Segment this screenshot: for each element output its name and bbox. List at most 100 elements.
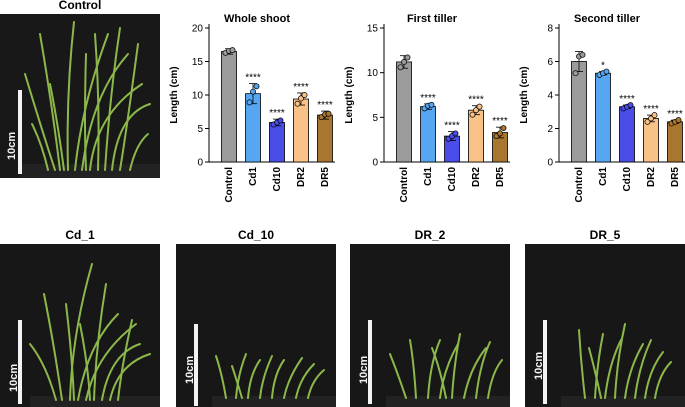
chart0-bar-DR5: [317, 114, 333, 163]
chart2-xtick-label-1: Cd1: [598, 167, 609, 186]
chart0-ytick-label-3: 15: [192, 57, 204, 68]
dr5-plant-photo: 10cm: [525, 244, 685, 407]
chart2-xtick-label-2: Cd10: [622, 167, 633, 192]
chart2-xtick-label-0: Control: [574, 167, 585, 203]
chart2-bar-DR5: [667, 121, 683, 163]
chart1-bar-Control: [396, 61, 412, 163]
chart2-xtick-label-4: DR5: [670, 167, 681, 187]
dr2-photo-title: DR_2: [414, 228, 446, 242]
chart1-ylabel: Length (cm): [344, 66, 355, 123]
chart0-ytick-label-0: 0: [197, 158, 203, 169]
second-tiller-chart: Second tiller Length (cm) 0 2 4 6 8 Control * Cd1…: [519, 13, 685, 203]
chart0-point-0-2: [229, 47, 236, 54]
chart1-point-0-2: [404, 54, 411, 61]
chart1-point-3-1: [473, 107, 479, 114]
dr2-scale-label: 10cm: [358, 355, 370, 384]
first-tiller-chart: First tiller Length (cm) 0 5 10 15 Control ****…: [344, 13, 510, 203]
chart0-point-3-1: [298, 95, 304, 102]
chart2-point-4-2: [675, 117, 682, 124]
chart0-signif-1: ****: [245, 73, 261, 84]
chart2-point-3-2: [651, 112, 658, 119]
chart2-ytick-label-3: 6: [547, 57, 553, 68]
chart1-ytick-label-1: 5: [372, 113, 378, 124]
chart2-ytick-label-1: 2: [547, 124, 553, 135]
chart0-point-3-0: [294, 100, 301, 107]
cd1-scale-bar: [18, 320, 22, 404]
chart0-ytick-label-2: 10: [192, 91, 204, 102]
chart1-signif-4: ****: [492, 116, 508, 127]
chart0-point-1-2: [253, 83, 260, 90]
chart1-point-1-2: [428, 101, 435, 108]
chart2-point-1-2: [603, 68, 610, 75]
chart0-signif-2: ****: [269, 108, 285, 119]
chart0-point-1-0: [246, 99, 253, 106]
chart2-point-0-0: [572, 70, 579, 77]
chart2-signif-4: ****: [667, 109, 683, 120]
chart2-ytick-label-2: 4: [547, 91, 553, 102]
chart1-xtick-label-0: Control: [399, 167, 410, 203]
chart2-xtick-label-3: DR2: [646, 167, 657, 187]
chart1-bar-DR2: [468, 109, 484, 163]
chart1-xtick-label-2: Cd10: [447, 167, 458, 192]
chart1-point-0-1: [401, 58, 407, 65]
control-plant-image: [0, 14, 160, 178]
control-scale-bar: [18, 90, 22, 174]
chart1-bar-Cd1: [420, 106, 436, 163]
chart2-ylabel: Length (cm): [519, 66, 530, 123]
chart0-ytick-label-1: 5: [197, 124, 203, 135]
cd1-plant-photo: 10cm: [0, 244, 160, 407]
chart1-point-4-1: [497, 130, 503, 137]
chart2-signif-1: *: [601, 61, 605, 72]
chart0-point-1-1: [250, 88, 256, 95]
chart0-xtick-label-1: Cd1: [248, 167, 259, 186]
cd1-plant-image: [0, 244, 160, 407]
dr5-scale-label: 10cm: [533, 351, 545, 380]
chart2-bar-Control: [571, 61, 587, 163]
chart0-bar-DR2: [293, 98, 309, 163]
chart2-bar-Cd1: [595, 72, 611, 163]
chart2-bar-Cd10: [619, 106, 635, 163]
chart0-point-3-2: [301, 92, 308, 98]
control-photo-title: Control: [58, 0, 102, 12]
chart1-xtick-label-4: DR5: [495, 167, 506, 187]
cd10-plant-image: [176, 244, 336, 407]
chart0-signif-3: ****: [293, 82, 309, 93]
chart0-signif-4: ****: [317, 100, 333, 111]
chart1-point-4-2: [500, 125, 507, 132]
chart0-point-2-2: [277, 117, 284, 124]
cd1-scale-label: 10cm: [8, 363, 20, 392]
chart2-ytick-label-0: 0: [547, 158, 553, 169]
chart2-bar-DR2: [643, 118, 659, 163]
whole-shoot-chart: Whole shoot Length (cm) 0 5 10 15 20 Control ***…: [169, 13, 335, 203]
cd10-scale-label: 10cm: [184, 355, 196, 384]
cd10-scale-bar: [194, 324, 198, 406]
chart2-point-3-0: [644, 118, 651, 125]
chart2-point-2-2: [627, 102, 634, 109]
chart2-signif-3: ****: [643, 104, 659, 115]
dr5-scale-bar: [543, 320, 547, 404]
dr5-photo-title: DR_5: [589, 228, 621, 242]
chart2-title: Second tiller: [574, 13, 641, 25]
chart1-title: First tiller: [407, 13, 458, 25]
chart0-xtick-label-0: Control: [224, 167, 235, 203]
chart0-bar-Control: [221, 51, 237, 163]
chart1-xtick-label-1: Cd1: [423, 167, 434, 186]
cd1-photo-title: Cd_1: [65, 228, 95, 242]
chart1-signif-1: ****: [420, 93, 436, 104]
chart2-point-0-2: [579, 51, 586, 58]
chart1-point-3-0: [469, 111, 476, 118]
chart1-xtick-label-3: DR2: [471, 167, 482, 187]
chart1-ytick-label-2: 10: [367, 68, 379, 79]
chart1-point-0-0: [397, 64, 404, 71]
chart0-xtick-label-4: DR5: [320, 167, 331, 187]
chart1-point-3-2: [476, 103, 483, 110]
chart2-signif-2: ****: [619, 94, 635, 105]
control-plant-photo: 10cm: [0, 14, 160, 178]
control-scale-label: 10cm: [6, 131, 18, 160]
dr2-scale-bar: [368, 320, 372, 404]
chart0-point-4-2: [325, 110, 332, 117]
chart0-ytick-label-4: 20: [192, 24, 204, 35]
chart0-xtick-label-2: Cd10: [272, 167, 283, 192]
chart0-xtick-label-3: DR2: [296, 167, 307, 187]
chart2-point-3-1: [648, 115, 654, 122]
